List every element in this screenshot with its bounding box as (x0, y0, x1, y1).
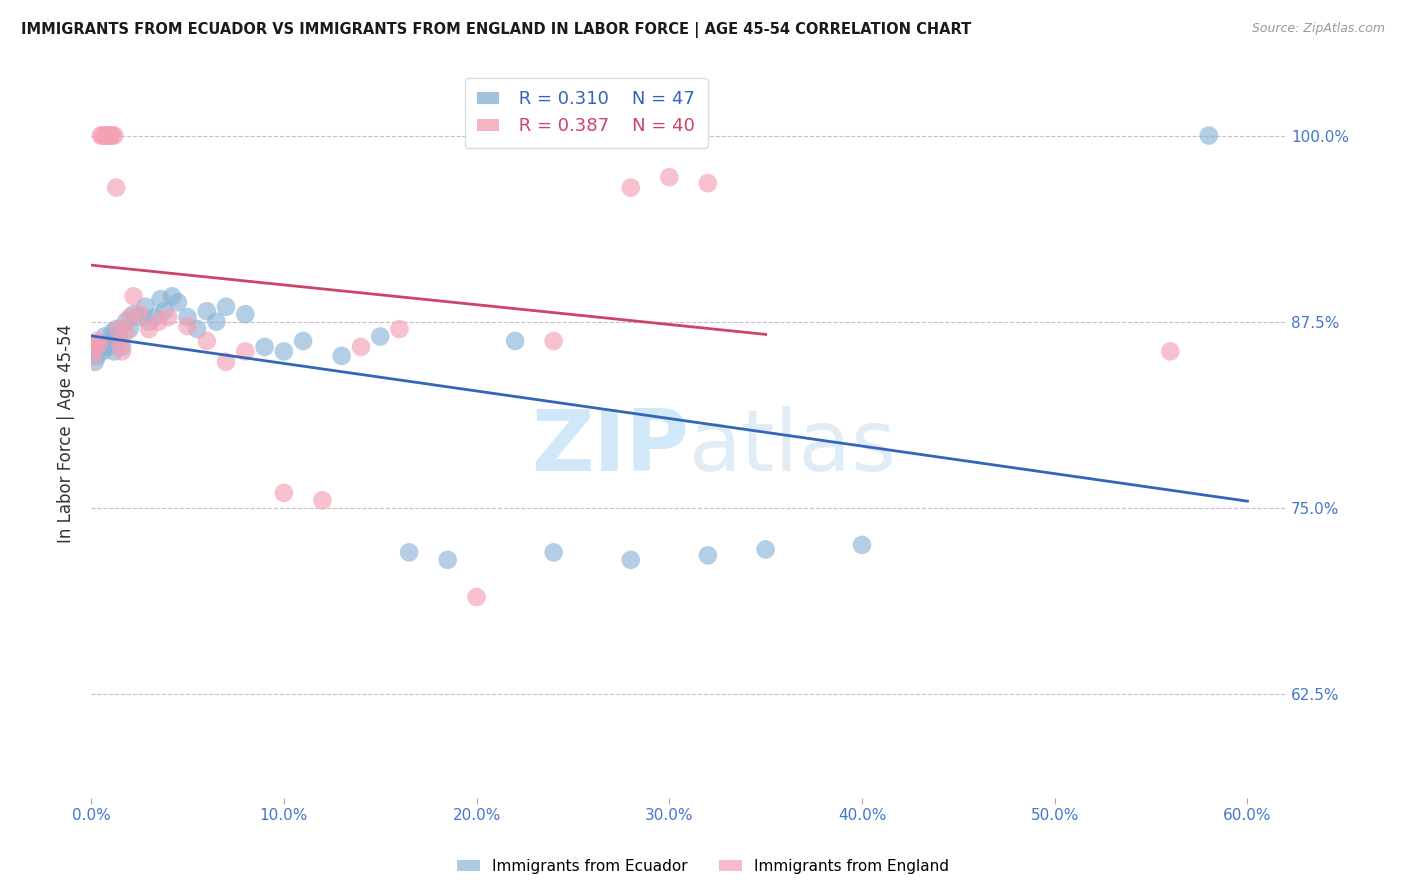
Y-axis label: In Labor Force | Age 45-54: In Labor Force | Age 45-54 (58, 324, 75, 543)
Point (543, 334, 565, 348)
Point (84, 355, 107, 369)
Point (107, 329, 129, 343)
Point (90, 128, 112, 143)
Text: IMMIGRANTS FROM ECUADOR VS IMMIGRANTS FROM ENGLAND IN LABOR FORCE | AGE 45-54 CO: IMMIGRANTS FROM ECUADOR VS IMMIGRANTS FR… (21, 22, 972, 38)
Point (86, 349, 108, 363)
Point (143, 310, 166, 325)
Point (82, 344, 104, 359)
Point (128, 307, 150, 321)
Point (97, 128, 120, 143)
Point (195, 304, 218, 318)
Point (215, 355, 238, 369)
Point (107, 322, 129, 336)
Point (755, 542, 778, 557)
Point (398, 545, 420, 559)
Point (122, 289, 145, 303)
Point (111, 340, 134, 354)
Point (696, 176, 718, 190)
Point (851, 538, 873, 552)
Point (167, 295, 190, 310)
Point (108, 337, 131, 351)
Point (350, 340, 373, 354)
Point (543, 545, 565, 559)
Point (253, 340, 276, 354)
Point (108, 334, 131, 348)
Point (148, 315, 170, 329)
Point (90, 337, 112, 351)
Point (93, 128, 115, 143)
Point (465, 590, 488, 604)
Point (111, 344, 134, 359)
Point (215, 300, 238, 314)
Point (96, 337, 118, 351)
Point (138, 322, 160, 336)
Text: Source: ZipAtlas.com: Source: ZipAtlas.com (1251, 22, 1385, 36)
Point (503, 334, 526, 348)
Point (91, 344, 114, 359)
Point (100, 128, 122, 143)
Point (233, 344, 256, 359)
Point (100, 128, 122, 143)
Point (138, 315, 160, 329)
Point (101, 325, 124, 339)
Point (149, 293, 172, 307)
Point (160, 289, 183, 303)
Point (205, 315, 228, 329)
Point (186, 322, 208, 336)
Point (118, 310, 141, 325)
Point (84, 340, 107, 354)
Point (311, 493, 333, 508)
Point (101, 128, 124, 143)
Point (658, 170, 681, 185)
Point (105, 180, 128, 194)
Point (128, 310, 150, 325)
Point (122, 307, 145, 321)
Point (100, 334, 122, 348)
Point (273, 486, 295, 500)
Point (87, 337, 110, 351)
Point (195, 334, 218, 348)
Point (97, 340, 120, 354)
Point (82, 349, 104, 363)
Point (436, 553, 458, 567)
Point (91, 128, 114, 143)
Legend:  R = 0.310    N = 47,  R = 0.387    N = 40: R = 0.310 N = 47, R = 0.387 N = 40 (464, 78, 707, 148)
Point (233, 307, 256, 321)
Point (96, 128, 118, 143)
Point (96, 128, 118, 143)
Point (115, 315, 138, 329)
Point (115, 325, 138, 339)
Point (1159, 344, 1181, 359)
Point (368, 329, 391, 343)
Point (118, 322, 141, 336)
Point (620, 180, 643, 194)
Point (93, 329, 115, 343)
Point (273, 344, 295, 359)
Point (153, 304, 176, 318)
Text: atlas: atlas (689, 407, 897, 490)
Point (105, 322, 128, 336)
Point (157, 310, 180, 325)
Point (1198, 128, 1220, 143)
Legend: Immigrants from Ecuador, Immigrants from England: Immigrants from Ecuador, Immigrants from… (451, 853, 955, 880)
Point (86, 334, 108, 348)
Point (696, 549, 718, 563)
Point (292, 334, 315, 348)
Point (176, 319, 198, 334)
Point (97, 128, 120, 143)
Point (176, 310, 198, 325)
Point (330, 349, 353, 363)
Point (87, 340, 110, 354)
Point (103, 344, 125, 359)
Point (620, 553, 643, 567)
Point (103, 128, 125, 143)
Point (388, 322, 411, 336)
Point (134, 300, 156, 314)
Text: ZIP: ZIP (531, 407, 689, 490)
